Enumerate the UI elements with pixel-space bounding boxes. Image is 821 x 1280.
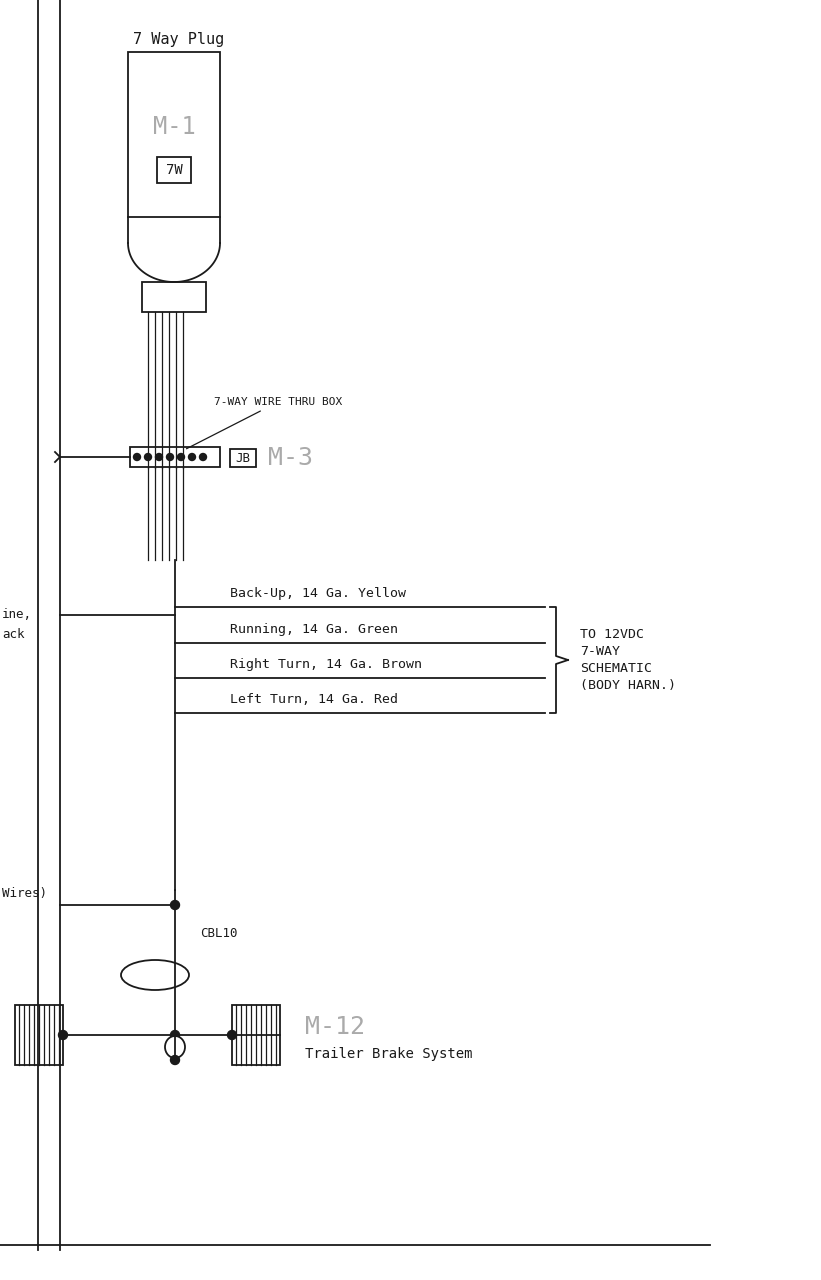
Circle shape bbox=[155, 453, 163, 461]
Circle shape bbox=[167, 453, 173, 461]
Text: Running, 14 Ga. Green: Running, 14 Ga. Green bbox=[230, 623, 398, 636]
Text: TO 12VDC
7-WAY
SCHEMATIC
(BODY HARN.): TO 12VDC 7-WAY SCHEMATIC (BODY HARN.) bbox=[580, 628, 676, 692]
Bar bbox=[157, 157, 191, 183]
Text: Back-Up, 14 Ga. Yellow: Back-Up, 14 Ga. Yellow bbox=[230, 588, 406, 600]
Text: M-12: M-12 bbox=[305, 1015, 365, 1039]
Text: CBL10: CBL10 bbox=[200, 927, 237, 940]
Text: 7W: 7W bbox=[166, 163, 182, 177]
Text: ack: ack bbox=[2, 628, 25, 641]
Text: 7 Way Plug: 7 Way Plug bbox=[133, 32, 224, 47]
Circle shape bbox=[200, 453, 207, 461]
Text: ine,: ine, bbox=[2, 608, 32, 621]
Text: Right Turn, 14 Ga. Brown: Right Turn, 14 Ga. Brown bbox=[230, 658, 422, 671]
Circle shape bbox=[189, 453, 195, 461]
Text: M-1: M-1 bbox=[153, 115, 195, 140]
Ellipse shape bbox=[165, 1036, 185, 1059]
Circle shape bbox=[144, 453, 152, 461]
Circle shape bbox=[171, 901, 180, 910]
Bar bbox=[142, 282, 206, 312]
Text: JB: JB bbox=[236, 452, 250, 465]
Circle shape bbox=[58, 1030, 67, 1039]
Bar bbox=[230, 449, 256, 467]
Text: 7-WAY WIRE THRU BOX: 7-WAY WIRE THRU BOX bbox=[186, 397, 342, 449]
Bar bbox=[128, 52, 220, 218]
Text: Trailer Brake System: Trailer Brake System bbox=[305, 1047, 473, 1061]
Circle shape bbox=[177, 453, 185, 461]
Circle shape bbox=[134, 453, 140, 461]
Text: M-3: M-3 bbox=[268, 445, 313, 470]
Circle shape bbox=[171, 1056, 180, 1065]
Ellipse shape bbox=[121, 960, 189, 989]
Text: Wires): Wires) bbox=[2, 887, 47, 900]
Circle shape bbox=[227, 1030, 236, 1039]
Text: Left Turn, 14 Ga. Red: Left Turn, 14 Ga. Red bbox=[230, 692, 398, 707]
Circle shape bbox=[171, 1030, 180, 1039]
Bar bbox=[232, 1005, 280, 1065]
Bar bbox=[15, 1005, 63, 1065]
Bar bbox=[130, 447, 220, 467]
